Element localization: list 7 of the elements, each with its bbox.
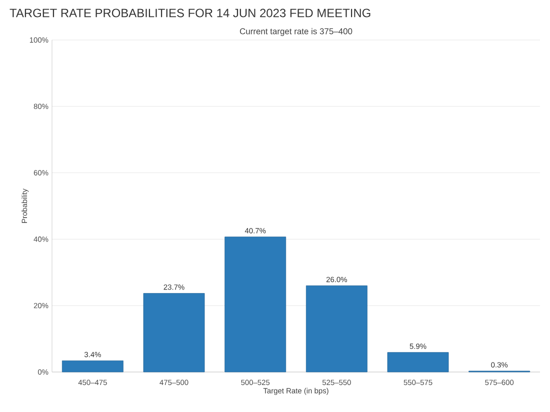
chart-subtitle: Current target rate is 375–400 — [240, 28, 352, 36]
bar — [224, 236, 286, 372]
chart-title: TARGET RATE PROBABILITIES FOR 14 JUN 2023 FED MEETING — [10, 8, 370, 18]
bar — [143, 293, 205, 372]
bar — [306, 285, 368, 372]
bar — [62, 360, 124, 372]
bar — [387, 352, 449, 372]
